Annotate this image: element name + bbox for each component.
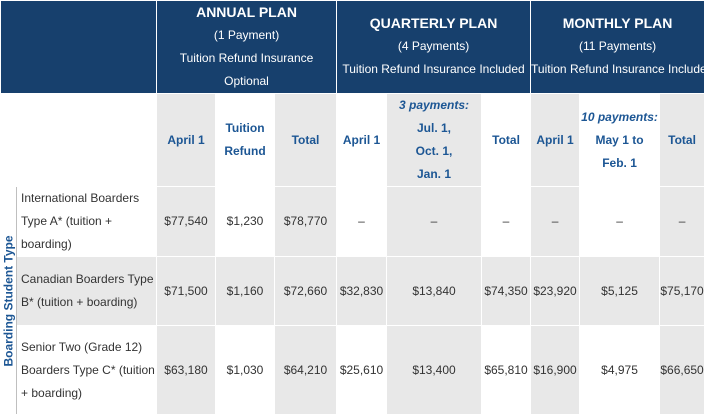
row-label: Canadian Boarders Type B* (tuition + boa…	[17, 257, 157, 326]
table-cell: –	[387, 187, 482, 257]
side-label-text: Boarding Student Type	[1, 235, 17, 366]
header-corner	[1, 1, 157, 94]
quarterly-plan-title: QUARTERLY PLAN	[337, 13, 530, 33]
annual-plan-header: ANNUAL PLAN (1 Payment) Tuition Refund I…	[157, 1, 337, 94]
table-cell: $1,160	[216, 257, 275, 326]
table-cell: $1,230	[216, 187, 275, 257]
table-cell: $75,170	[660, 257, 704, 326]
table-cell: –	[482, 187, 531, 257]
monthly-installments-header: 10 payments: May 1 to Feb. 1	[580, 94, 660, 187]
monthly-plan-title: MONTHLY PLAN	[531, 13, 704, 33]
table-cell: $64,210	[275, 326, 337, 415]
quarterly-installments-title: 3 payments:	[387, 94, 481, 117]
payment-date-header-row: April 1 Tuition Refund Total April 1 3 p…	[1, 94, 704, 187]
table-row: Senior Two (Grade 12) Boarders Type C* (…	[1, 326, 704, 415]
quarterly-plan-payments: (4 Payments)	[337, 35, 530, 58]
table-row: Canadian Boarders Type B* (tuition + boa…	[1, 257, 704, 326]
row-label: International Boarders Type A* (tuition …	[17, 187, 157, 257]
table-cell: $72,660	[275, 257, 337, 326]
table-cell: $13,400	[387, 326, 482, 415]
table-cell: $25,610	[337, 326, 387, 415]
quarterly-installment-date: Jan. 1	[387, 163, 481, 186]
table-cell: $4,975	[580, 326, 660, 415]
table-row: Boarding Student Type International Boar…	[1, 187, 704, 257]
monthly-plan-insurance: Tuition Refund Insurance Included	[531, 58, 704, 81]
monthly-plan-payments: (11 Payments)	[531, 35, 704, 58]
table-cell: $16,900	[531, 326, 580, 415]
table-cell: –	[580, 187, 660, 257]
annual-plan-insurance: Tuition Refund Insurance	[157, 47, 336, 70]
table-cell: –	[531, 187, 580, 257]
annual-april-header: April 1	[157, 94, 216, 187]
quarterly-total-header: Total	[482, 94, 531, 187]
table-cell: –	[660, 187, 704, 257]
quarterly-plan-header: QUARTERLY PLAN (4 Payments) Tuition Refu…	[337, 1, 531, 94]
table-cell: $65,810	[482, 326, 531, 415]
table-cell: $78,770	[275, 187, 337, 257]
annual-total-header: Total	[275, 94, 337, 187]
monthly-installments-title: 10 payments:	[580, 106, 659, 129]
annual-plan-payments: (1 Payment)	[157, 24, 336, 47]
annual-plan-title: ANNUAL PLAN	[157, 2, 336, 22]
table-cell: $77,540	[157, 187, 216, 257]
row-label: Senior Two (Grade 12) Boarders Type C* (…	[17, 326, 157, 415]
table-cell: $13,840	[387, 257, 482, 326]
monthly-plan-header: MONTHLY PLAN (11 Payments) Tuition Refun…	[531, 1, 704, 94]
quarterly-installment-date: Oct. 1,	[387, 140, 481, 163]
plan-header-row: ANNUAL PLAN (1 Payment) Tuition Refund I…	[1, 1, 704, 94]
table-cell: $63,180	[157, 326, 216, 415]
table-cell: $32,830	[337, 257, 387, 326]
table-cell: $5,125	[580, 257, 660, 326]
monthly-installment-date: May 1 to	[580, 129, 659, 152]
table-cell: $74,350	[482, 257, 531, 326]
boarding-student-type-label: Boarding Student Type	[1, 187, 17, 415]
table-cell: $66,650	[660, 326, 704, 415]
quarterly-installment-date: Jul. 1,	[387, 117, 481, 140]
quarterly-plan-insurance: Tuition Refund Insurance Included	[337, 58, 530, 81]
table-cell: $23,920	[531, 257, 580, 326]
quarterly-installments-header: 3 payments: Jul. 1, Oct. 1, Jan. 1	[387, 94, 482, 187]
monthly-installment-date: Feb. 1	[580, 152, 659, 175]
monthly-total-header: Total	[660, 94, 704, 187]
table-cell: $1,030	[216, 326, 275, 415]
subheader-corner	[1, 94, 157, 187]
quarterly-april-header: April 1	[337, 94, 387, 187]
annual-refund-header-text: Tuition Refund	[216, 117, 274, 163]
monthly-april-header: April 1	[531, 94, 580, 187]
annual-refund-header: Tuition Refund	[216, 94, 275, 187]
table-cell: –	[337, 187, 387, 257]
table-cell: $71,500	[157, 257, 216, 326]
annual-plan-insurance-note: Optional	[157, 70, 336, 93]
